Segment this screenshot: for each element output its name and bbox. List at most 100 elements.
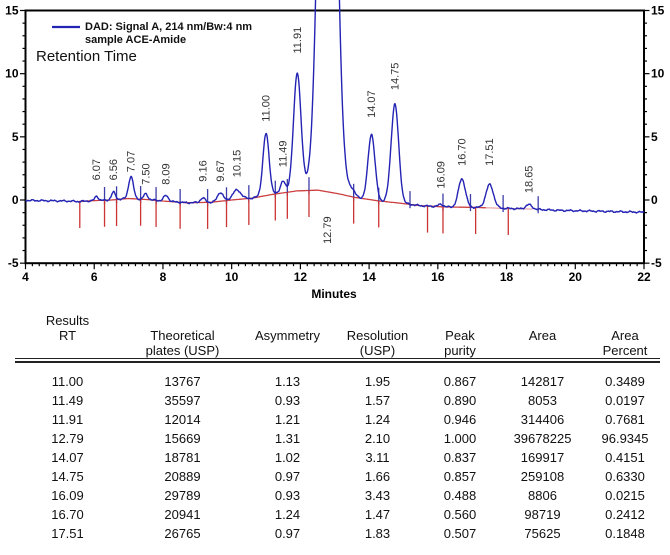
- results-cell: 11.00: [51, 374, 84, 389]
- results-header-cell: Theoretical plates (USP): [120, 313, 245, 359]
- signal-trace: [25, 0, 645, 214]
- results-cell: 1.66: [364, 469, 391, 484]
- results-cell: 0.0215: [605, 488, 645, 503]
- results-cell: 0.867: [443, 374, 477, 389]
- y-axis-label-right: 0: [651, 193, 658, 207]
- results-header-cell: Area Percent: [590, 313, 660, 359]
- results-cell: 0.4151: [605, 450, 645, 465]
- results-cell: 1.31: [274, 431, 301, 446]
- results-header-row: Results RT Theoretical plates (USP) Asymmetr…: [15, 313, 660, 359]
- header-label: (USP): [359, 343, 396, 358]
- results-cell: 0.97: [274, 469, 301, 484]
- results-cell: 14.75: [51, 469, 84, 484]
- results-cell: 314406: [520, 412, 565, 427]
- results-cell: 1.83: [364, 526, 391, 541]
- results-cell: 35597: [164, 393, 201, 408]
- results-cell: 0.0197: [605, 393, 645, 408]
- header-spacer-line: [495, 343, 590, 358]
- x-axis-label: 4: [22, 270, 29, 284]
- peak-rt-label: 14.75: [389, 63, 401, 91]
- results-cell: 1.24: [364, 412, 391, 427]
- results-cell: 17.51: [51, 526, 84, 541]
- results-cell: 1.57: [364, 393, 391, 408]
- results-cell: 11.49: [51, 393, 84, 408]
- x-axis-label: 10: [225, 270, 239, 284]
- results-cell: 0.507: [443, 526, 477, 541]
- peak-labels: 6.07 6.56 7.077.50 8.09 9.16 9.67 10.15 11.00 11…: [91, 27, 535, 244]
- x-axis-title: Minutes: [311, 287, 357, 301]
- results-cell: 16.09: [51, 488, 84, 503]
- results-header-cell: Asymmetry: [245, 313, 330, 359]
- results-cell: 0.890: [443, 393, 477, 408]
- y-axis-label-right: 15: [651, 4, 665, 18]
- results-row: 16.70 20941 1.24 1.47 0.560 98719 0.2412: [15, 505, 660, 524]
- results-cell: 259108: [520, 469, 565, 484]
- axis-ticks: [20, 9, 650, 270]
- results-row: 11.49 35597 0.93 1.57 0.890 8053 0.0197: [15, 391, 660, 410]
- header-label: Asymmetry: [255, 328, 320, 343]
- results-cell: 15669: [164, 431, 201, 446]
- header-label: purity: [444, 343, 476, 358]
- results-cell: 8053: [528, 393, 557, 408]
- results-cell: 0.488: [443, 488, 477, 503]
- results-row: 11.00 13767 1.13 1.95 0.867 142817 0.3489: [15, 372, 660, 391]
- y-axis-label-left: 10: [5, 67, 19, 81]
- header-spacer-line: [245, 313, 330, 328]
- header-spacer-line: [245, 343, 330, 358]
- legend-signal-label: DAD: Signal A, 214 nm/Bw:4 nm: [85, 21, 252, 33]
- results-cell: 1.95: [364, 374, 391, 389]
- results-cell: 0.560: [443, 507, 477, 522]
- y-axis-label-left: 15: [5, 4, 19, 18]
- results-cell: 29789: [164, 488, 201, 503]
- y-axis-label-right: 10: [651, 67, 665, 81]
- peak-rt-label: 16.70: [456, 138, 468, 166]
- results-table: Results RT Theoretical plates (USP) Asymmetr…: [15, 313, 660, 543]
- header-spacer-line: [425, 313, 495, 328]
- results-cell: 0.93: [274, 393, 301, 408]
- header-label: Peak: [445, 328, 475, 343]
- results-cell: 0.6330: [605, 469, 645, 484]
- results-table-body: 11.00 13767 1.13 1.95 0.867 142817 0.3489 11.49…: [15, 358, 660, 544]
- header-gap: [15, 362, 660, 372]
- results-cell: 11.91: [51, 412, 84, 427]
- results-header-cell: Peak purity: [425, 313, 495, 359]
- results-cell: 39678225: [513, 431, 572, 446]
- results-cell: 3.11: [365, 450, 390, 465]
- x-axis-label: 6: [91, 270, 98, 284]
- peak-rt-label: 18.65: [523, 166, 535, 194]
- peak-rt-label: 7.07: [126, 151, 138, 172]
- peak-rt-label: 11.91: [292, 27, 304, 54]
- results-table-section: Results RT Theoretical plates (USP) Asymmetr…: [15, 313, 670, 543]
- header-label: plates (USP): [145, 343, 220, 358]
- header-label: Percent: [602, 343, 648, 358]
- x-axis-label: 16: [431, 270, 445, 284]
- results-cell: 13767: [164, 374, 201, 389]
- peak-rt-label: 8.09: [161, 163, 173, 184]
- results-cell: 0.1848: [605, 526, 645, 541]
- x-axis-label: 22: [637, 270, 651, 284]
- results-cell: 20941: [164, 507, 201, 522]
- results-cell: 18781: [164, 450, 201, 465]
- results-row: 11.91 12014 1.21 1.24 0.946 314406 0.7681: [15, 410, 660, 429]
- header-spacer-line: [495, 313, 590, 328]
- peak-rt-label: 10.15: [231, 150, 243, 178]
- results-cell: 26765: [164, 526, 201, 541]
- x-axis-label: 18: [500, 270, 514, 284]
- axis-tick-labels: -5 -5 0 0 5 5 10 10 15 15 4 6 8 10 12 14 16 18 20 22: [5, 4, 665, 284]
- peak-rt-label: 9.16: [197, 160, 209, 181]
- retention-time-annotation: Retention Time: [36, 48, 137, 65]
- header-double-rule: [15, 358, 660, 363]
- header-label: Area: [528, 328, 557, 343]
- results-header-cell: Results RT: [15, 313, 120, 359]
- results-cell: 1.000: [443, 431, 477, 446]
- x-axis-label: 8: [160, 270, 167, 284]
- results-cell: 0.7681: [605, 412, 645, 427]
- results-cell: 14.07: [51, 450, 84, 465]
- results-cell: 1.02: [274, 450, 301, 465]
- results-cell: 3.43: [364, 488, 391, 503]
- y-axis-label-left: -5: [8, 256, 19, 270]
- header-spacer-line: [120, 313, 245, 328]
- y-axis-label-right: 5: [651, 130, 658, 144]
- chromatogram-svg: -5 -5 0 0 5 5 10 10 15 15 4 6 8 10 12 14 16 18 20 22 Minutes…: [5, 0, 665, 301]
- results-cell: 1.13: [274, 374, 301, 389]
